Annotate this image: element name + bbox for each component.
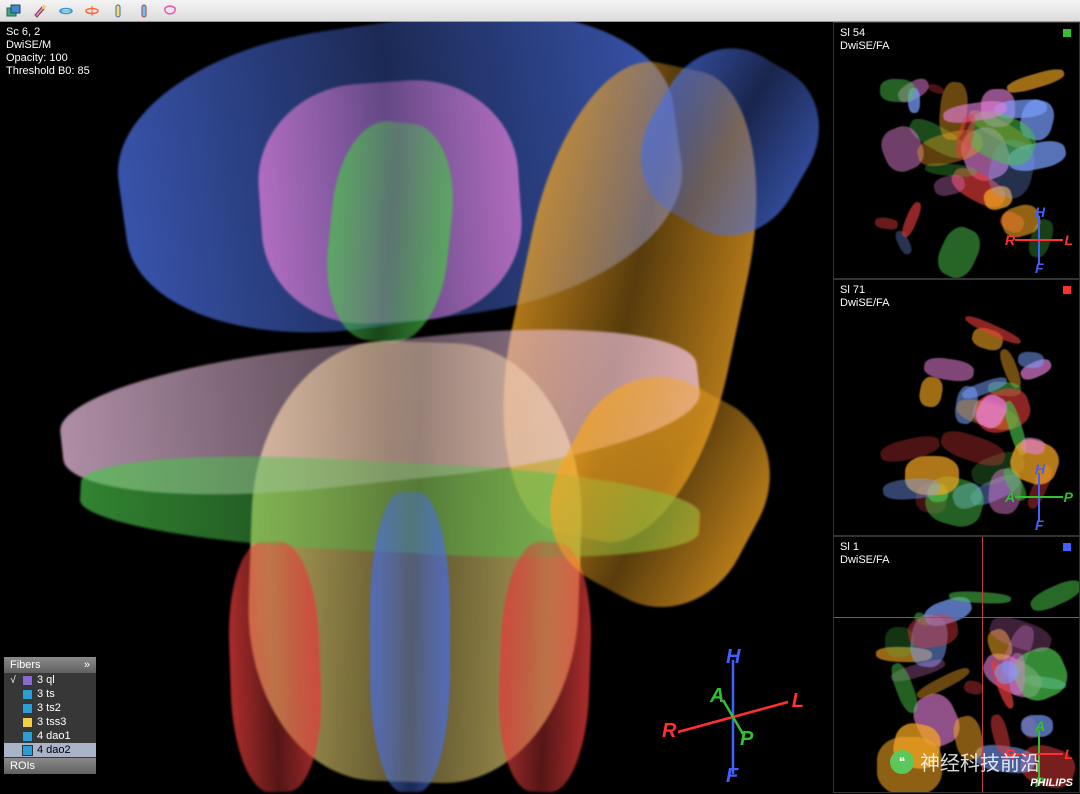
side-views: Sl 54DwiSE/FA H F R L Sl 71DwiSE/FA H F … [833, 22, 1080, 794]
info-line: DwiSE/FA [840, 297, 890, 310]
axis-f: F [726, 765, 738, 788]
info-line: Sl 54 [840, 27, 890, 40]
fiber-row[interactable]: 4 dao2 [4, 743, 96, 757]
info-line: DwiSE/FA [840, 554, 890, 567]
watermark: ❝ 神经科技前沿 [890, 747, 1040, 776]
axis-l: L [792, 690, 804, 713]
slice-region [880, 78, 916, 102]
fiber-row[interactable]: 4 dao1 [4, 729, 96, 743]
vendor-label: PHILIPS [1030, 777, 1073, 789]
color-swatch [22, 703, 33, 714]
pipe2-icon[interactable] [134, 2, 154, 20]
orientation-axis-main: H F R L A P [668, 652, 798, 782]
axis-lbl: H [1035, 204, 1045, 220]
fiber-label: 4 dao2 [37, 744, 71, 756]
view-marker-icon [1063, 543, 1071, 551]
chevron-right-icon: » [84, 659, 90, 671]
axis-r: R [662, 720, 676, 743]
tract [496, 541, 595, 794]
info-line: Sl 1 [840, 541, 890, 554]
lasso-icon[interactable] [160, 2, 180, 20]
fiber-row[interactable]: 3 ts2 [4, 701, 96, 715]
color-swatch [22, 689, 33, 700]
check-icon: √ [8, 675, 18, 686]
axis-lbl: A [1035, 718, 1045, 734]
axis-lbl: F [1035, 260, 1044, 276]
axis-lbl: H [1035, 461, 1045, 477]
side-info-overlay: Sl 54DwiSE/FA [840, 27, 890, 53]
color-swatch [22, 745, 33, 756]
slice-region [932, 173, 966, 199]
axis-p: P [740, 728, 753, 751]
orientation-axis-small: H F A P [1009, 467, 1069, 527]
axis-a: A [710, 685, 724, 708]
color-swatch [22, 731, 33, 742]
info-line: DwiSE/FA [840, 40, 890, 53]
color-swatch [22, 675, 33, 686]
fiber-row[interactable]: 3 ts [4, 687, 96, 701]
axis-lbl: L [1064, 746, 1073, 762]
wechat-icon: ❝ [890, 750, 914, 774]
info-line: DwiSE/M [6, 39, 90, 52]
toolbar [0, 0, 1080, 22]
fiber-label: 3 ts2 [37, 702, 61, 714]
slice-region [1017, 351, 1044, 369]
view-marker-icon [1063, 286, 1071, 294]
side-info-overlay: Sl 1DwiSE/FA [840, 541, 890, 567]
axis-lbl: R [1005, 232, 1015, 248]
crosshair-h [834, 617, 1079, 618]
fiber-row[interactable]: √ 3 ql [4, 673, 96, 687]
fibers-header[interactable]: Fibers » [4, 657, 96, 673]
view-marker-icon [1063, 29, 1071, 37]
side-view-sagittal[interactable]: Sl 71DwiSE/FA H F A P [833, 279, 1080, 536]
watermark-text: 神经科技前沿 [920, 747, 1040, 776]
side-info-overlay: Sl 71DwiSE/FA [840, 284, 890, 310]
slice-region [917, 375, 944, 408]
rois-header-label: ROIs [10, 760, 35, 772]
slice-region [1005, 66, 1065, 96]
fiber-label: 4 dao1 [37, 730, 71, 742]
color-swatch [22, 717, 33, 728]
axis-lbl: A [1005, 489, 1015, 505]
axis-h: H [726, 646, 740, 669]
crop-icon[interactable] [56, 2, 76, 20]
slice-region [1028, 575, 1080, 615]
view-icon[interactable] [82, 2, 102, 20]
rois-header[interactable]: ROIs [4, 758, 96, 774]
slice-region [899, 200, 923, 238]
brush-icon[interactable] [30, 2, 50, 20]
axis-lbl: P [1064, 489, 1073, 505]
side-view-coronal[interactable]: Sl 54DwiSE/FA H F R L [833, 22, 1080, 279]
pipe1-icon[interactable] [108, 2, 128, 20]
fiber-label: 3 ts [37, 688, 55, 700]
info-line: Opacity: 100 [6, 52, 90, 65]
main-3d-view[interactable]: Sc 6, 2 DwiSE/M Opacity: 100 Threshold B… [0, 22, 833, 794]
orientation-axis-small: H F R L [1009, 210, 1069, 270]
axis-lbl: F [1035, 517, 1044, 533]
fiber-label: 3 tss3 [37, 716, 66, 728]
info-line: Sc 6, 2 [6, 26, 90, 39]
main-info-overlay: Sc 6, 2 DwiSE/M Opacity: 100 Threshold B… [6, 26, 90, 78]
tract [370, 492, 450, 792]
slice-region [962, 679, 983, 696]
fibers-panel: Fibers » √ 3 ql 3 ts 3 ts2 3 tss3 4 dao1 4 dao… [4, 657, 96, 774]
slice-region [874, 216, 898, 230]
slice-region [932, 222, 986, 279]
fibers-header-label: Fibers [10, 659, 41, 671]
info-line: Sl 71 [840, 284, 890, 297]
layers-icon[interactable] [4, 2, 24, 20]
workspace: Sc 6, 2 DwiSE/M Opacity: 100 Threshold B… [0, 22, 1080, 794]
axis-lbl: L [1064, 232, 1073, 248]
fiber-label: 3 ql [37, 674, 55, 686]
info-line: Threshold B0: 85 [6, 65, 90, 78]
fiber-row[interactable]: 3 tss3 [4, 715, 96, 729]
